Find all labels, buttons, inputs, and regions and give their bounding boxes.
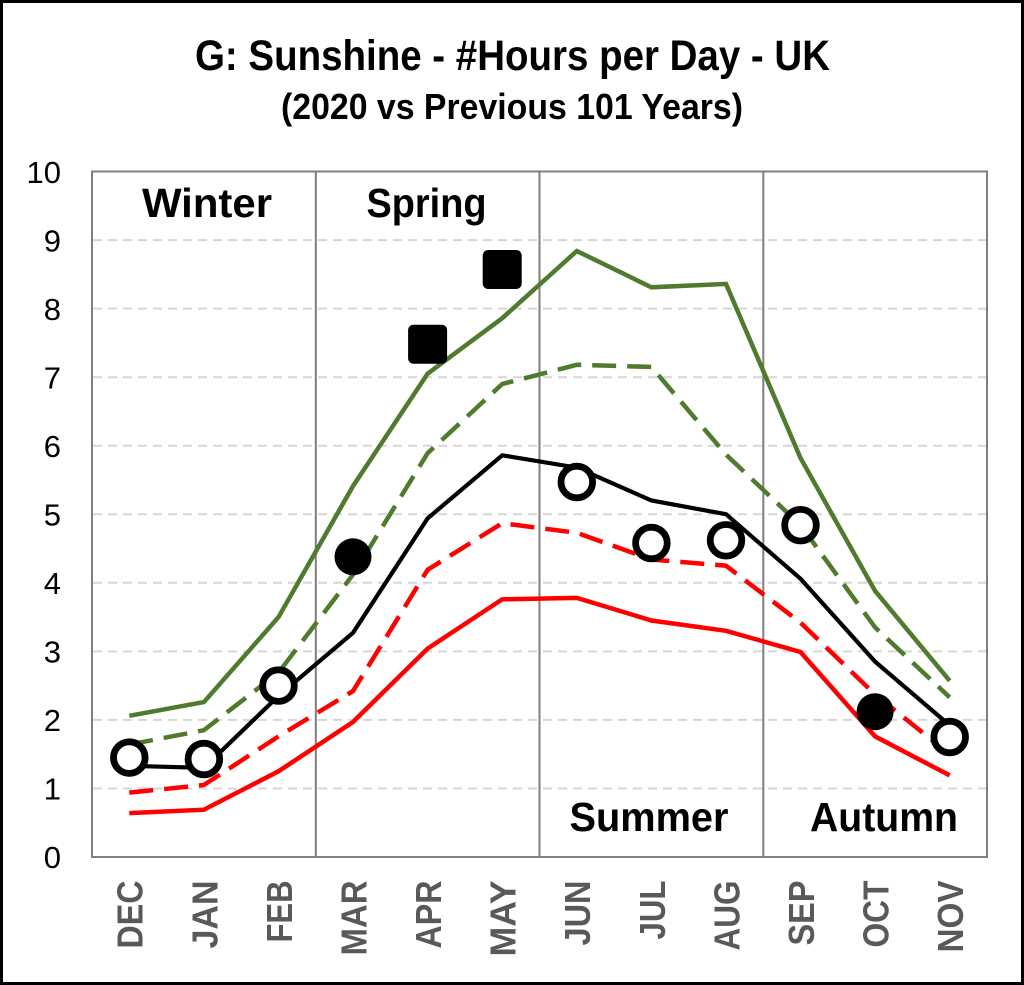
svg-text:NOV: NOV [930,881,971,953]
svg-text:Autumn: Autumn [810,794,958,840]
svg-text:JAN: JAN [184,881,225,949]
svg-text:MAR: MAR [333,880,374,955]
svg-text:2: 2 [44,703,61,738]
svg-text:1: 1 [44,772,61,807]
svg-text:3: 3 [44,635,61,670]
svg-text:7: 7 [44,361,61,396]
svg-text:9: 9 [44,224,61,259]
svg-text:4: 4 [44,566,61,601]
svg-text:G: Sunshine - #Hours per Day -: G: Sunshine - #Hours per Day - UK [195,32,830,80]
svg-text:APR: APR [408,881,449,949]
svg-text:(2020 vs Previous 101 Years): (2020 vs Previous 101 Years) [281,86,743,127]
svg-text:Spring: Spring [367,180,487,226]
svg-text:DEC: DEC [110,881,151,949]
svg-text:AUG: AUG [706,881,747,951]
svg-text:6: 6 [44,429,61,464]
svg-text:0: 0 [44,840,61,875]
svg-text:JUN: JUN [557,881,598,946]
svg-text:FEB: FEB [259,881,300,943]
svg-text:5: 5 [44,498,61,533]
svg-text:MAY: MAY [483,881,524,957]
svg-text:JUL: JUL [632,881,673,940]
svg-text:SEP: SEP [781,881,822,946]
svg-text:8: 8 [44,292,61,327]
svg-text:Summer: Summer [570,794,729,840]
svg-text:Winter: Winter [142,180,272,226]
svg-text:OCT: OCT [856,881,897,948]
svg-text:10: 10 [27,155,61,190]
